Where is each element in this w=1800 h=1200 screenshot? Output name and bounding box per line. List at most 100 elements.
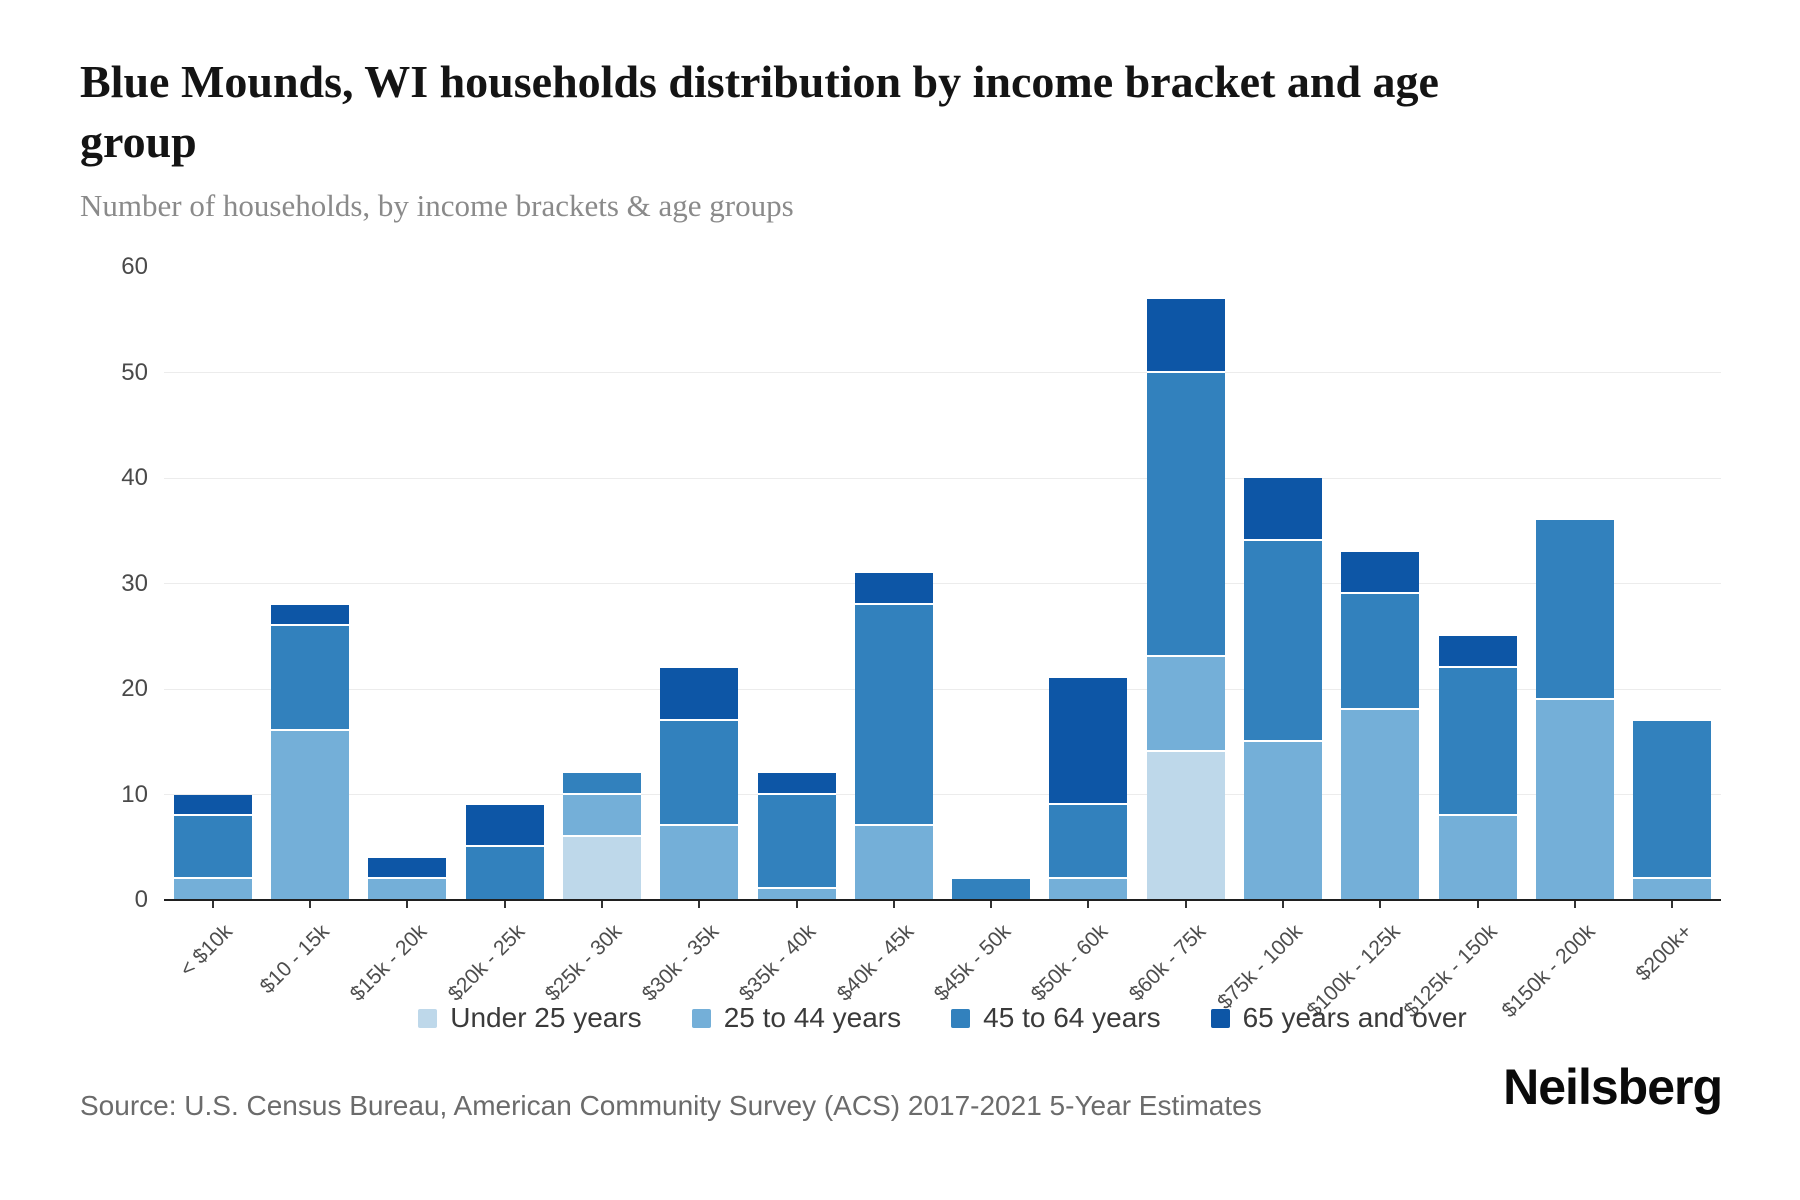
segment-45-to-64-years[interactable] <box>562 773 641 795</box>
y-tick-label-40: 40 <box>121 464 148 491</box>
x-tick-label: $75k - 100k <box>1213 920 1308 1014</box>
bar--60k-75k[interactable] <box>1146 298 1225 900</box>
y-tick-label-50: 50 <box>121 358 148 386</box>
segment-65-years-and-over[interactable] <box>173 794 252 816</box>
segment-45-to-64-years[interactable] <box>952 878 1031 900</box>
legend-item-25-to-44-years[interactable]: 25 to 44 years <box>691 1002 901 1034</box>
x-tick-label: $10 - 15k <box>256 920 335 999</box>
segment-45-to-64-years[interactable] <box>1536 520 1615 700</box>
x-tick-mark <box>600 901 603 908</box>
gridline-10 <box>164 794 1721 795</box>
x-tick-label: $25k - 30k <box>540 920 627 1006</box>
segment-45-to-64-years[interactable] <box>1341 594 1420 711</box>
bar--20k-25k[interactable] <box>465 805 544 900</box>
legend-item-45-to-64-years[interactable]: 45 to 64 years <box>951 1002 1161 1034</box>
x-tick-label: $200k+ <box>1631 920 1697 986</box>
bar--15k-20k[interactable] <box>368 857 447 900</box>
bar--150k-200k[interactable] <box>1536 520 1615 900</box>
x-tick-label: < $10k <box>175 920 237 982</box>
segment-25-to-44-years[interactable] <box>854 826 933 900</box>
segment-25-to-44-years[interactable] <box>270 731 349 900</box>
x-tick-mark <box>795 901 798 908</box>
segment-65-years-and-over[interactable] <box>1244 478 1323 542</box>
x-tick-mark <box>698 901 701 908</box>
segment-25-to-44-years[interactable] <box>368 878 447 900</box>
segment-65-years-and-over[interactable] <box>1146 298 1225 373</box>
x-tick-label: $30k - 35k <box>637 920 724 1006</box>
bar--35k-40k[interactable] <box>757 773 836 900</box>
segment-under-25-years[interactable] <box>562 836 641 900</box>
segment-45-to-64-years[interactable] <box>757 794 836 890</box>
legend-swatch-icon <box>691 1008 711 1028</box>
segment-25-to-44-years[interactable] <box>1049 878 1128 900</box>
segment-45-to-64-years[interactable] <box>1244 541 1323 742</box>
gridline-20 <box>164 688 1721 690</box>
segment-65-years-and-over[interactable] <box>1438 636 1517 668</box>
segment-65-years-and-over[interactable] <box>1049 678 1128 806</box>
segment-65-years-and-over[interactable] <box>854 572 933 605</box>
segment-under-25-years[interactable] <box>1146 752 1225 900</box>
segment-45-to-64-years[interactable] <box>173 815 252 879</box>
segment-45-to-64-years[interactable] <box>854 604 933 827</box>
segment-65-years-and-over[interactable] <box>660 667 739 721</box>
segment-45-to-64-years[interactable] <box>1633 720 1712 879</box>
y-tick-label-0: 0 <box>134 886 148 913</box>
bar--25k-30k[interactable] <box>562 773 641 900</box>
bar--40k-45k[interactable] <box>854 572 933 900</box>
segment-45-to-64-years[interactable] <box>1438 667 1517 816</box>
segment-65-years-and-over[interactable] <box>270 604 349 626</box>
segment-45-to-64-years[interactable] <box>465 847 544 900</box>
x-tick-mark <box>406 901 409 908</box>
segment-25-to-44-years[interactable] <box>173 878 252 900</box>
segment-65-years-and-over[interactable] <box>465 805 544 848</box>
bar--200k+[interactable] <box>1633 720 1712 900</box>
segment-45-to-64-years[interactable] <box>660 720 739 827</box>
segment-65-years-and-over[interactable] <box>368 857 447 879</box>
gridline-30 <box>164 583 1721 584</box>
x-tick-label: $50k - 60k <box>1027 920 1113 1006</box>
bar--50k-60k[interactable] <box>1049 678 1128 900</box>
x-tick-label: $20k - 25k <box>443 920 529 1006</box>
segment-45-to-64-years[interactable] <box>1146 372 1225 658</box>
gridline-40 <box>164 477 1721 479</box>
segment-65-years-and-over[interactable] <box>757 773 836 795</box>
bar--30k-35k[interactable] <box>660 667 739 900</box>
segment-25-to-44-years[interactable] <box>1244 741 1323 900</box>
x-tick-label: $40k - 45k <box>832 920 919 1006</box>
x-tick-mark <box>892 901 895 908</box>
x-tick-mark <box>1282 901 1285 908</box>
chart-title: Blue Mounds, WI households distribution … <box>80 56 1439 167</box>
legend-label: Under 25 years <box>450 1002 642 1033</box>
x-tick-label: $35k - 40k <box>735 920 821 1006</box>
legend-item-65-years-and-over[interactable]: 65 years and over <box>1210 1002 1467 1034</box>
x-tick-mark <box>308 901 311 908</box>
segment-25-to-44-years[interactable] <box>1536 699 1615 900</box>
bar--100k-125k[interactable] <box>1341 551 1420 900</box>
bar--75k-100k[interactable] <box>1244 478 1323 900</box>
legend-label: 65 years and over <box>1242 1002 1467 1033</box>
segment-25-to-44-years[interactable] <box>1438 815 1517 900</box>
legend-swatch-icon <box>951 1008 971 1028</box>
bar--10-15k[interactable] <box>270 604 349 900</box>
x-tick-mark <box>503 901 506 908</box>
segment-25-to-44-years[interactable] <box>1341 710 1420 900</box>
brand-logo: Neilsberg <box>1503 1059 1723 1115</box>
bar--45k-50k[interactable] <box>952 878 1031 900</box>
x-tick-mark <box>1671 901 1674 908</box>
y-tick-label-20: 20 <box>121 675 148 702</box>
bar--125k-150k[interactable] <box>1438 636 1517 900</box>
segment-25-to-44-years[interactable] <box>1633 878 1712 900</box>
segment-25-to-44-years[interactable] <box>1146 657 1225 753</box>
legend-item-under-25-years[interactable]: Under 25 years <box>418 1002 642 1034</box>
x-tick-mark <box>1379 901 1382 908</box>
segment-65-years-and-over[interactable] <box>1341 551 1420 595</box>
segment-45-to-64-years[interactable] <box>1049 805 1128 879</box>
segment-25-to-44-years[interactable] <box>562 794 641 837</box>
x-tick-label: $45k - 50k <box>929 920 1016 1006</box>
segment-25-to-44-years[interactable] <box>757 889 836 900</box>
segment-25-to-44-years[interactable] <box>660 826 739 900</box>
bar--10k[interactable] <box>173 794 252 900</box>
segment-45-to-64-years[interactable] <box>270 625 349 732</box>
